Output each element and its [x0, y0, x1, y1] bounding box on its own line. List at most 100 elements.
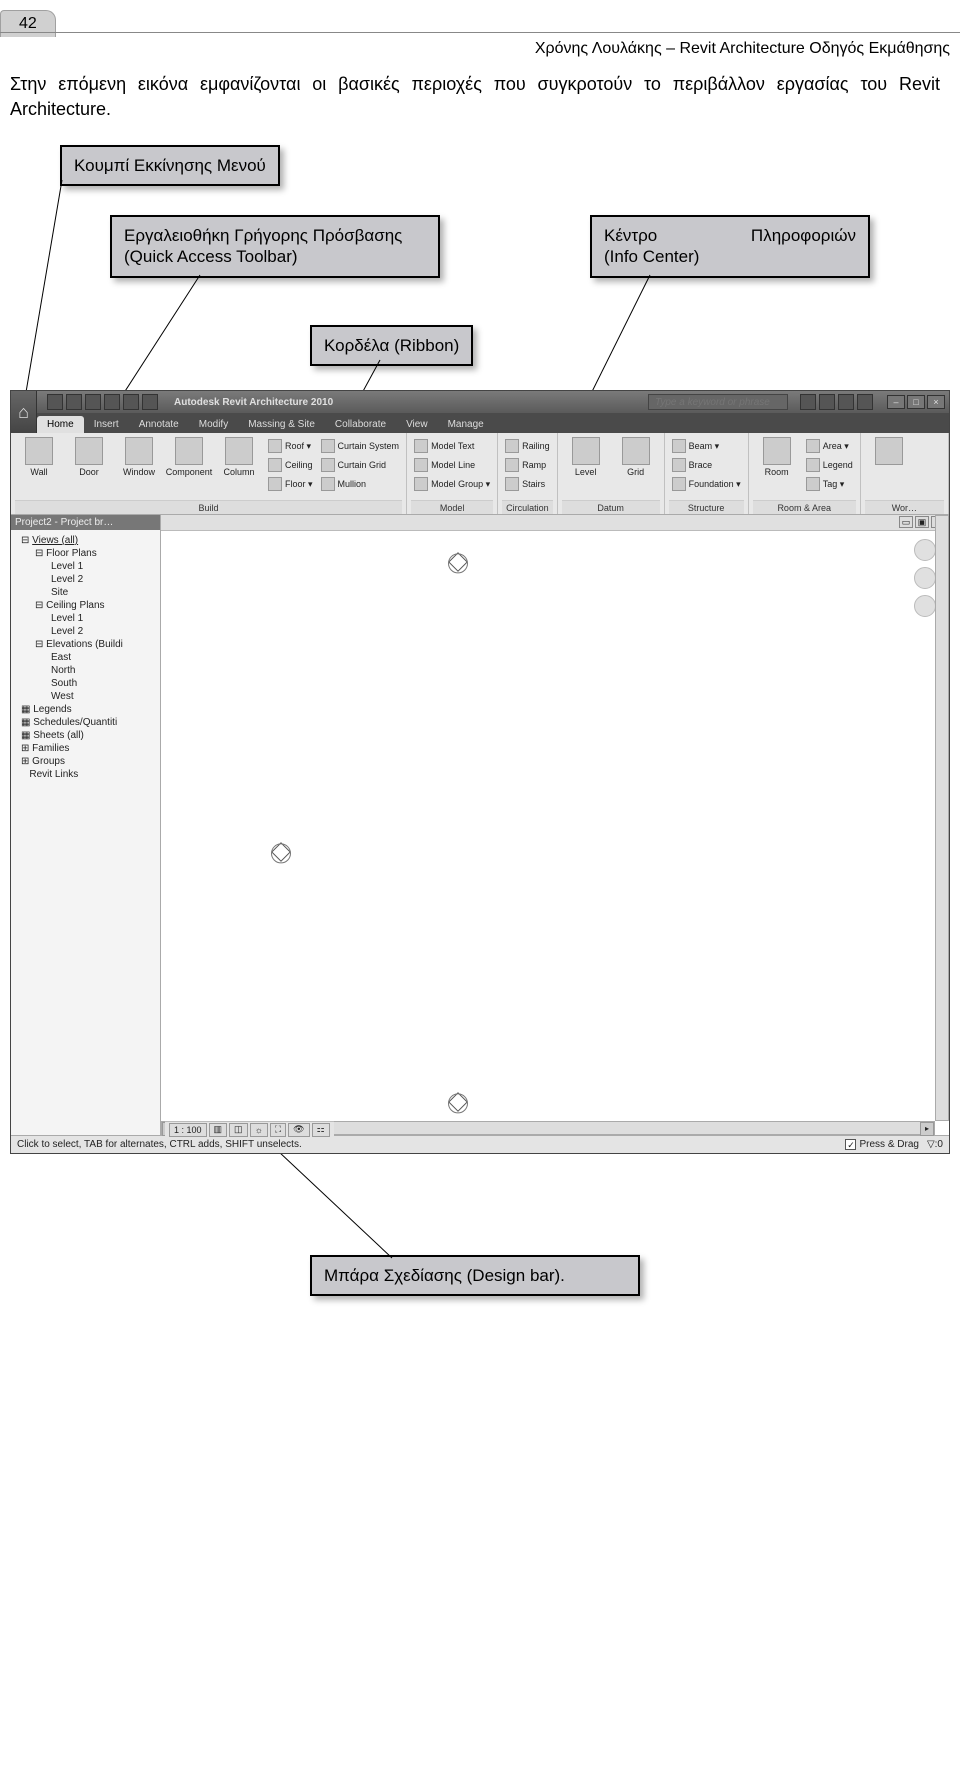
- subscription-icon[interactable]: [838, 394, 854, 410]
- cmd-ceiling[interactable]: Ceiling: [265, 456, 316, 474]
- qat-print[interactable]: [123, 394, 139, 410]
- tab-annotate[interactable]: Annotate: [129, 416, 189, 433]
- tree-elev-e[interactable]: East: [13, 651, 158, 664]
- qat-open[interactable]: [47, 394, 63, 410]
- callout-qat-1: Εργαλειοθήκη Γρήγορης Πρόσβασης: [124, 226, 402, 245]
- callout-qat-2: (Quick Access Toolbar): [124, 247, 298, 266]
- cmd-room[interactable]: Room: [753, 435, 801, 500]
- maximize-button[interactable]: □: [907, 395, 925, 409]
- nav-pan-icon[interactable]: [914, 567, 936, 589]
- qat-undo[interactable]: [85, 394, 101, 410]
- elev-marker-south[interactable]: [448, 1092, 468, 1112]
- tab-view[interactable]: View: [396, 416, 438, 433]
- elev-marker-north[interactable]: [448, 552, 468, 572]
- tree-views[interactable]: ⊟ Views (all): [13, 534, 158, 547]
- filter-icon[interactable]: ▽:0: [927, 1139, 943, 1150]
- favorites-icon[interactable]: [819, 394, 835, 410]
- panel-struct-title: Structure: [669, 500, 744, 514]
- cmd-legend[interactable]: Legend: [803, 456, 856, 474]
- help-icon[interactable]: [857, 394, 873, 410]
- tree-ceiling-plans[interactable]: ⊟ Ceiling Plans: [13, 599, 158, 612]
- cmd-model-line[interactable]: Model Line: [411, 456, 493, 474]
- cmd-curtain-system[interactable]: Curtain System: [318, 437, 403, 455]
- cmd-railing[interactable]: Railing: [502, 437, 553, 455]
- tree-legends[interactable]: ▦ Legends: [13, 703, 158, 716]
- tab-modify[interactable]: Modify: [189, 416, 238, 433]
- tree-sheets[interactable]: ▦ Sheets (all): [13, 729, 158, 742]
- tree-cp-l1[interactable]: Level 1: [13, 612, 158, 625]
- hscroll-right[interactable]: ▸: [920, 1122, 934, 1136]
- cmd-ramp[interactable]: Ramp: [502, 456, 553, 474]
- vc-style-icon[interactable]: ◫: [229, 1123, 248, 1137]
- info-center-search[interactable]: [648, 394, 788, 410]
- press-drag-checkbox[interactable]: ✓ Press & Drag: [845, 1139, 918, 1150]
- cmd-floor[interactable]: Floor ▾: [265, 475, 316, 493]
- cmd-column[interactable]: Column: [215, 435, 263, 500]
- cmd-area[interactable]: Area ▾: [803, 437, 856, 455]
- cmd-grid[interactable]: Grid: [612, 435, 660, 500]
- qat-measure[interactable]: [142, 394, 158, 410]
- tree-elev-s[interactable]: South: [13, 677, 158, 690]
- project-browser[interactable]: Project2 - Project br… ⊟ Views (all) ⊟ F…: [11, 515, 161, 1135]
- elev-marker-west[interactable]: [271, 842, 291, 862]
- tree-fp-site[interactable]: Site: [13, 586, 158, 599]
- drawing-area[interactable]: ▭ ▣ × ◂ ▸: [161, 515, 949, 1135]
- qat-redo[interactable]: [104, 394, 120, 410]
- close-button[interactable]: ×: [927, 395, 945, 409]
- tree-fp-l2[interactable]: Level 2: [13, 573, 158, 586]
- cmd-mullion[interactable]: Mullion: [318, 475, 403, 493]
- tab-collaborate[interactable]: Collaborate: [325, 416, 396, 433]
- tree-elev-n[interactable]: North: [13, 664, 158, 677]
- column-icon: [225, 437, 253, 465]
- callout-info-2: (Info Center): [604, 247, 699, 266]
- tree-elev-w[interactable]: West: [13, 690, 158, 703]
- tree-cp-l2[interactable]: Level 2: [13, 625, 158, 638]
- tree-floor-plans[interactable]: ⊟ Floor Plans: [13, 547, 158, 560]
- vc-reveal-icon[interactable]: ⚏: [312, 1123, 330, 1137]
- tag-icon: [806, 477, 820, 491]
- cmd-model-group[interactable]: Model Group ▾: [411, 475, 493, 493]
- cmd-work[interactable]: [865, 435, 913, 500]
- tree-elev[interactable]: ⊟ Elevations (Buildi: [13, 638, 158, 651]
- view-window-icon[interactable]: ▭: [899, 516, 913, 528]
- cmd-foundation[interactable]: Foundation ▾: [669, 475, 744, 493]
- cmd-roof[interactable]: Roof ▾: [265, 437, 316, 455]
- comm-center-icon[interactable]: [800, 394, 816, 410]
- application-menu-button[interactable]: ⌂: [11, 391, 37, 433]
- cmd-window[interactable]: Window: [115, 435, 163, 500]
- foundation-icon: [672, 477, 686, 491]
- tree-families[interactable]: ⊞ Families: [13, 742, 158, 755]
- vc-shadows-icon[interactable]: ☼: [250, 1123, 268, 1137]
- cmd-beam[interactable]: Beam ▾: [669, 437, 744, 455]
- panel-roomarea-title: Room & Area: [753, 500, 856, 514]
- window-title: Autodesk Revit Architecture 2010: [174, 397, 333, 408]
- tree-schedules[interactable]: ▦ Schedules/Quantiti: [13, 716, 158, 729]
- qat-save[interactable]: [66, 394, 82, 410]
- view-3d-icon[interactable]: ▣: [915, 516, 929, 528]
- nav-wheel-icon[interactable]: [914, 539, 936, 561]
- minimize-button[interactable]: –: [887, 395, 905, 409]
- vc-scale[interactable]: 1 : 100: [169, 1123, 207, 1137]
- tree-groups[interactable]: ⊞ Groups: [13, 755, 158, 768]
- tab-massing[interactable]: Massing & Site: [238, 416, 325, 433]
- vertical-scrollbar[interactable]: [935, 515, 949, 1121]
- cmd-component[interactable]: Component: [165, 435, 213, 500]
- vc-hide-icon[interactable]: 👁: [288, 1123, 309, 1137]
- cmd-door[interactable]: Door: [65, 435, 113, 500]
- tree-links[interactable]: Revit Links: [13, 768, 158, 781]
- cmd-model-text[interactable]: Model Text: [411, 437, 493, 455]
- cmd-tag[interactable]: Tag ▾: [803, 475, 856, 493]
- cmd-stairs[interactable]: Stairs: [502, 475, 553, 493]
- callout-info: Κέντρο Πληροφοριών (Info Center): [590, 215, 870, 278]
- cmd-brace[interactable]: Brace: [669, 456, 744, 474]
- cmd-level[interactable]: Level: [562, 435, 610, 500]
- cmd-curtain-grid[interactable]: Curtain Grid: [318, 456, 403, 474]
- vc-crop-icon[interactable]: ⛶: [270, 1123, 286, 1137]
- tab-manage[interactable]: Manage: [438, 416, 494, 433]
- tab-home[interactable]: Home: [37, 416, 84, 433]
- nav-zoom-icon[interactable]: [914, 595, 936, 617]
- tree-fp-l1[interactable]: Level 1: [13, 560, 158, 573]
- vc-detail-icon[interactable]: ▥: [209, 1123, 228, 1137]
- cmd-wall[interactable]: Wall: [15, 435, 63, 500]
- tab-insert[interactable]: Insert: [84, 416, 129, 433]
